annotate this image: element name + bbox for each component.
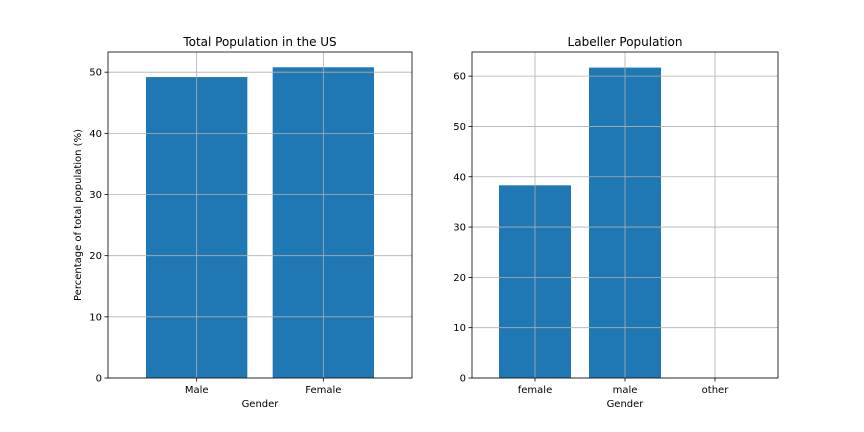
y-tick-label: 60 bbox=[453, 72, 466, 83]
x-tick-label-female: Female bbox=[305, 385, 341, 396]
plot-frame bbox=[471, 51, 779, 379]
y-axis-label: Percentage of total population (%) bbox=[73, 129, 84, 301]
y-tick-label: 50 bbox=[453, 122, 466, 133]
y-tick-label: 50 bbox=[89, 68, 102, 79]
x-axis-label: Gender bbox=[607, 399, 645, 410]
chart-title: Labeller Population bbox=[568, 35, 683, 49]
chart-us-population: Total Population in the US Gender Percen… bbox=[73, 35, 413, 410]
y-tick-label: 10 bbox=[89, 312, 102, 323]
y-tick-label: 20 bbox=[89, 251, 102, 262]
y-tick-label: 20 bbox=[453, 273, 466, 284]
y-tick-label: 10 bbox=[453, 323, 466, 334]
y-tick-label: 0 bbox=[96, 374, 102, 385]
chart-labeller-population: Labeller Population Gender 0 10 20 30 40 50 60… bbox=[453, 35, 779, 410]
x-tick-label-male: Male bbox=[185, 385, 209, 396]
x-axis-label: Gender bbox=[242, 399, 280, 410]
y-tick-label: 40 bbox=[89, 129, 102, 140]
y-tick-label: 30 bbox=[453, 223, 466, 234]
y-tick-label: 40 bbox=[453, 172, 466, 183]
y-tick-label: 30 bbox=[89, 190, 102, 201]
x-tick-label-other: other bbox=[702, 385, 730, 396]
plot-frame bbox=[107, 51, 413, 379]
x-tick-label-female: female bbox=[518, 385, 552, 396]
x-tick-label-male: male bbox=[613, 385, 638, 396]
y-tick-label: 0 bbox=[460, 374, 466, 385]
chart-title: Total Population in the US bbox=[182, 35, 336, 49]
